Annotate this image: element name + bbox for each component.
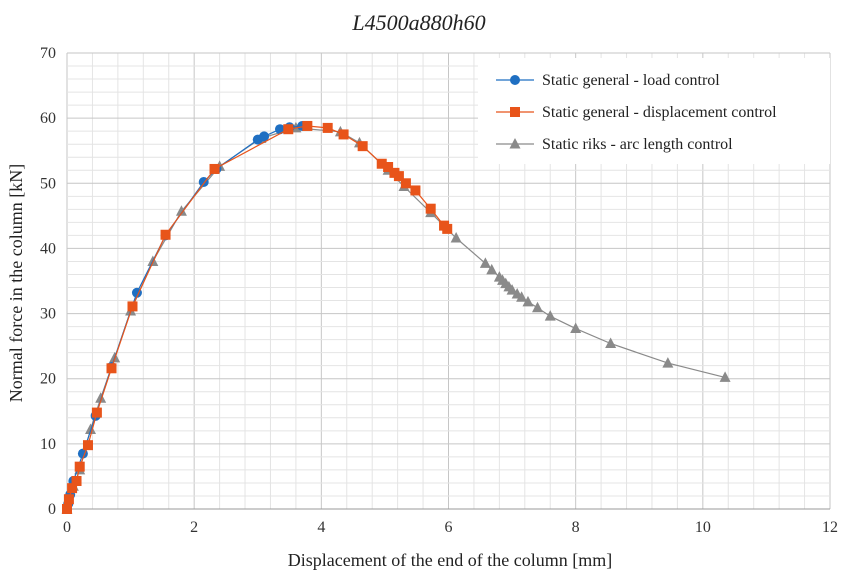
data-point (209, 163, 220, 174)
y-tick-label: 60 (40, 110, 56, 127)
data-point (82, 440, 93, 451)
data-point (450, 232, 462, 243)
data-point (160, 229, 171, 240)
data-point (479, 257, 491, 268)
data-point (63, 494, 74, 505)
legend-marker (510, 75, 520, 85)
x-tick-label: 0 (63, 519, 71, 536)
data-point (425, 203, 436, 214)
x-tick-label: 4 (317, 519, 325, 536)
data-point (522, 295, 534, 307)
data-point (544, 310, 556, 321)
x-tick-label: 12 (822, 519, 838, 536)
x-axis-label: Displacement of the end of the column [m… (288, 550, 612, 570)
y-tick-label: 30 (40, 306, 56, 323)
data-point (570, 322, 582, 334)
tick-labels: 0 2 4 6 8 10 12 0 10 20 30 40 50 60 70 (40, 45, 838, 536)
y-tick-label: 40 (40, 240, 56, 257)
data-point (91, 407, 102, 418)
data-point (486, 263, 498, 275)
data-point (383, 162, 394, 172)
chart-title: L4500a880h60 (351, 10, 485, 35)
data-point (393, 171, 404, 182)
data-point (175, 205, 187, 216)
y-tick-label: 0 (48, 501, 56, 518)
data-point (506, 284, 518, 295)
data-point (516, 291, 528, 302)
data-point (67, 483, 78, 494)
data-point (71, 475, 82, 486)
x-tick-label: 6 (445, 519, 453, 536)
data-point (95, 392, 107, 403)
data-point (85, 423, 97, 435)
x-tick-label: 8 (572, 519, 580, 536)
series-square (62, 120, 453, 514)
y-tick-label: 20 (40, 371, 56, 388)
x-tick-label: 10 (695, 519, 711, 536)
y-tick-label: 10 (40, 436, 56, 453)
data-point (127, 301, 138, 312)
data-point (302, 120, 313, 131)
legend-marker (510, 107, 520, 117)
data-point (62, 504, 72, 514)
data-point (322, 122, 333, 133)
y-tick-label: 70 (40, 45, 56, 62)
data-point (376, 158, 387, 169)
legend-label: Static riks - arc length control (542, 136, 733, 153)
y-tick-label: 50 (40, 175, 56, 192)
data-point (400, 178, 411, 189)
series-layer (61, 120, 731, 514)
grid (66, 52, 831, 510)
data-point (74, 461, 85, 472)
legend-marker (509, 138, 521, 149)
x-tick-label: 2 (190, 519, 198, 536)
data-point (532, 301, 544, 313)
data-point (719, 371, 731, 382)
y-axis-label: Normal force in the column [kN] (6, 164, 26, 402)
data-point (442, 223, 453, 234)
data-point (357, 141, 368, 152)
data-point (259, 131, 270, 142)
legend-box (478, 58, 830, 164)
data-point (605, 337, 617, 349)
data-point (662, 357, 674, 368)
legend: Static general - load control Static gene… (478, 58, 830, 164)
data-point (410, 185, 421, 196)
data-point (338, 129, 349, 140)
legend-label: Static general - load control (542, 72, 720, 89)
data-point (283, 124, 294, 135)
legend-label: Static general - displacement control (542, 104, 777, 121)
data-point (106, 363, 117, 374)
